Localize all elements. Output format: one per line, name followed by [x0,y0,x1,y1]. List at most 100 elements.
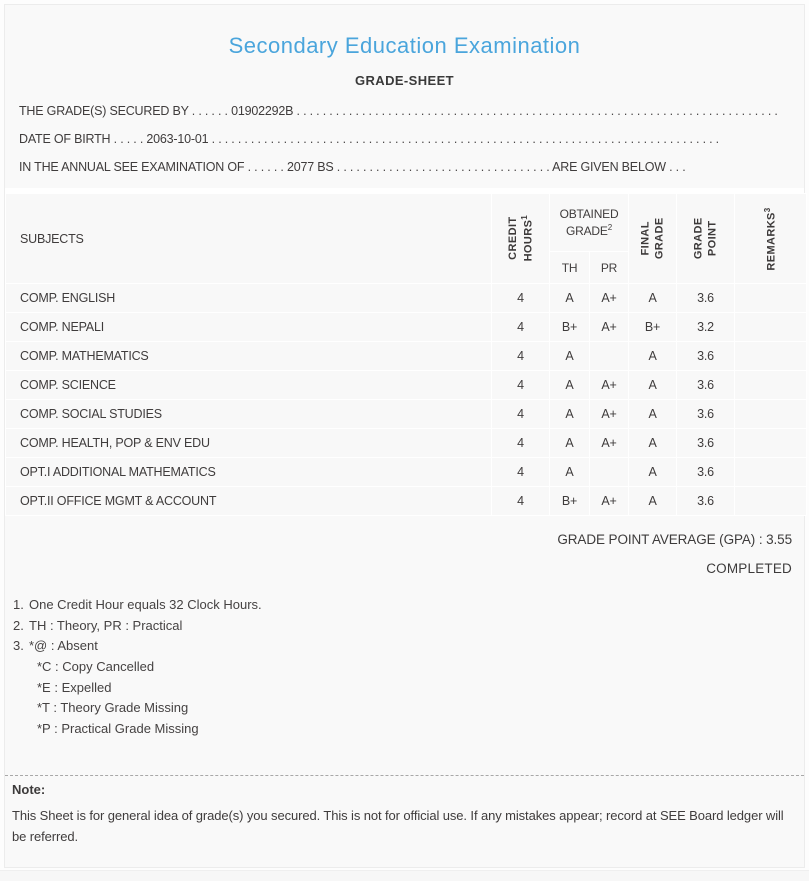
mid-dots: . . . . . . . . . . . . . . . . . . . . … [336,160,550,174]
status-badge: COMPLETED [706,561,792,576]
trailer-dots: . . . . . . . . . . . . . . . . . . . . … [211,132,720,146]
practical-grade [588,457,630,487]
symbol-number-value: 01902292B [231,104,294,118]
theory-grade: A [549,283,590,313]
footnote-3-sub-expelled: *E : Expelled [37,679,112,695]
col-header-credit-hours: CREDIT HOURS1 [491,193,550,284]
col-header-theory: TH [549,251,590,284]
gpa-value: 3.55 [766,532,792,547]
dob-line: DATE OF BIRTH . . . . . 2063-10-01 . . .… [19,132,790,146]
section-divider [5,188,804,193]
credit-hours: 4 [491,370,550,400]
are-given-below-label: ARE GIVEN BELOW [552,160,666,174]
credit-hours: 4 [491,428,550,458]
credit-hours: 4 [491,399,550,429]
credit-hours: 4 [491,312,550,342]
page-title: Secondary Education Examination [228,33,581,58]
col-header-final-grade: FINAL GRADE [628,193,678,284]
footer-strip [0,870,809,881]
credit-hours: 4 [491,486,550,516]
grade-point: 3.6 [676,399,736,429]
gpa-line: GRADE POINT AVERAGE (GPA) : 3.55 [5,532,792,547]
secured-by-label: THE GRADE(S) SECURED BY [19,104,189,118]
col-header-remarks: REMARKS3 [734,193,808,284]
leader-dots: . . . . . . [247,160,284,174]
grade-point: 3.6 [676,341,736,371]
grade-point: 3.2 [676,312,736,342]
subject-name: OPT.II OFFICE MGMT & ACCOUNT [5,486,492,516]
final-grade: A [628,428,678,458]
grade-point: 3.6 [676,457,736,487]
theory-grade: A [549,428,590,458]
page-subtitle: GRADE-SHEET [354,73,455,88]
final-grade: A [628,341,678,371]
grade-point: 3.6 [676,370,736,400]
table-row: OPT.I ADDITIONAL MATHEMATICS 4 A A 3.6 [5,457,808,487]
note-text: This Sheet is for general idea of grade(… [12,808,784,845]
remarks [734,283,808,313]
grade-sheet-page: Secondary Education Examination GRADE-SH… [4,4,808,868]
final-grade: A [628,486,678,516]
remarks [734,341,808,371]
remarks [734,370,808,400]
exam-label: IN THE ANNUAL SEE EXAMINATION OF [19,160,245,174]
theory-grade: A [549,457,590,487]
table-row: COMP. SOCIAL STUDIES 4 A A+ A 3.6 [5,399,808,429]
table-row: COMP. SCIENCE 4 A A+ A 3.6 [5,370,808,400]
grade-point: 3.6 [676,283,736,313]
subject-name: COMP. ENGLISH [5,283,492,313]
practical-grade [588,341,630,371]
gpa-label: GRADE POINT AVERAGE (GPA) : [557,532,763,547]
note-section: Note: This Sheet is for general idea of … [5,775,804,847]
grade-point: 3.6 [676,428,736,458]
final-grade: A [628,283,678,313]
note-label: Note: [12,782,46,798]
subject-name: OPT.I ADDITIONAL MATHEMATICS [5,457,492,487]
practical-grade: A+ [588,486,630,516]
theory-grade: A [549,341,590,371]
sheet-header: Secondary Education Examination GRADE-SH… [5,5,804,88]
credit-hours: 4 [491,457,550,487]
practical-grade: A+ [588,428,630,458]
exam-year-line: IN THE ANNUAL SEE EXAMINATION OF . . . .… [19,160,790,174]
dob-value: 2063-10-01 [146,132,209,146]
subject-name: COMP. MATHEMATICS [5,341,492,371]
credit-hours: 4 [491,341,550,371]
subject-name: COMP. SCIENCE [5,370,492,400]
remarks [734,486,808,516]
col-header-practical: PR [588,251,630,284]
col-header-grade-point: GRADE POINT [676,193,736,284]
table-row: COMP. ENGLISH 4 A A+ A 3.6 [5,283,808,313]
grades-table: SUBJECTS CREDIT HOURS1 OBTAINED GRADE2 F… [5,193,808,516]
footnote-2: 2. TH : Theory, PR : Practical [13,617,183,633]
credit-hours: 4 [491,283,550,313]
remarks [734,457,808,487]
leader-dots: . . . . . [113,132,144,146]
result-summary: GRADE POINT AVERAGE (GPA) : 3.55 COMPLET… [5,516,804,576]
table-row: COMP. MATHEMATICS 4 A A 3.6 [5,341,808,371]
exam-year-value: 2077 BS [286,160,334,174]
final-grade: B+ [628,312,678,342]
theory-grade: A [549,370,590,400]
practical-grade: A+ [588,312,630,342]
footnote-3-sub-theory-missing: *T : Theory Grade Missing [37,700,189,716]
trailer-dots: . . . . . . . . . . . . . . . . . . . . … [296,104,778,118]
remarks [734,399,808,429]
table-row: COMP. HEALTH, POP & ENV EDU 4 A A+ A 3.6 [5,428,808,458]
final-grade: A [628,399,678,429]
footnote-3-sub-copy-cancelled: *C : Copy Cancelled [37,658,155,674]
trailer-dots: . . . [669,160,686,174]
grade-point: 3.6 [676,486,736,516]
leader-dots: . . . . . . [191,104,228,118]
dob-label: DATE OF BIRTH [19,132,111,146]
practical-grade: A+ [588,370,630,400]
student-info: THE GRADE(S) SECURED BY . . . . . . 0190… [5,88,804,174]
footnote-1: 1. One Credit Hour equals 32 Clock Hours. [13,597,262,612]
practical-grade: A+ [588,399,630,429]
footnote-3: 3. *@ : Absent [13,638,98,654]
final-grade: A [628,457,678,487]
col-header-subjects: SUBJECTS [5,193,492,284]
remarks [734,312,808,342]
theory-grade: B+ [549,486,590,516]
final-grade: A [628,370,678,400]
